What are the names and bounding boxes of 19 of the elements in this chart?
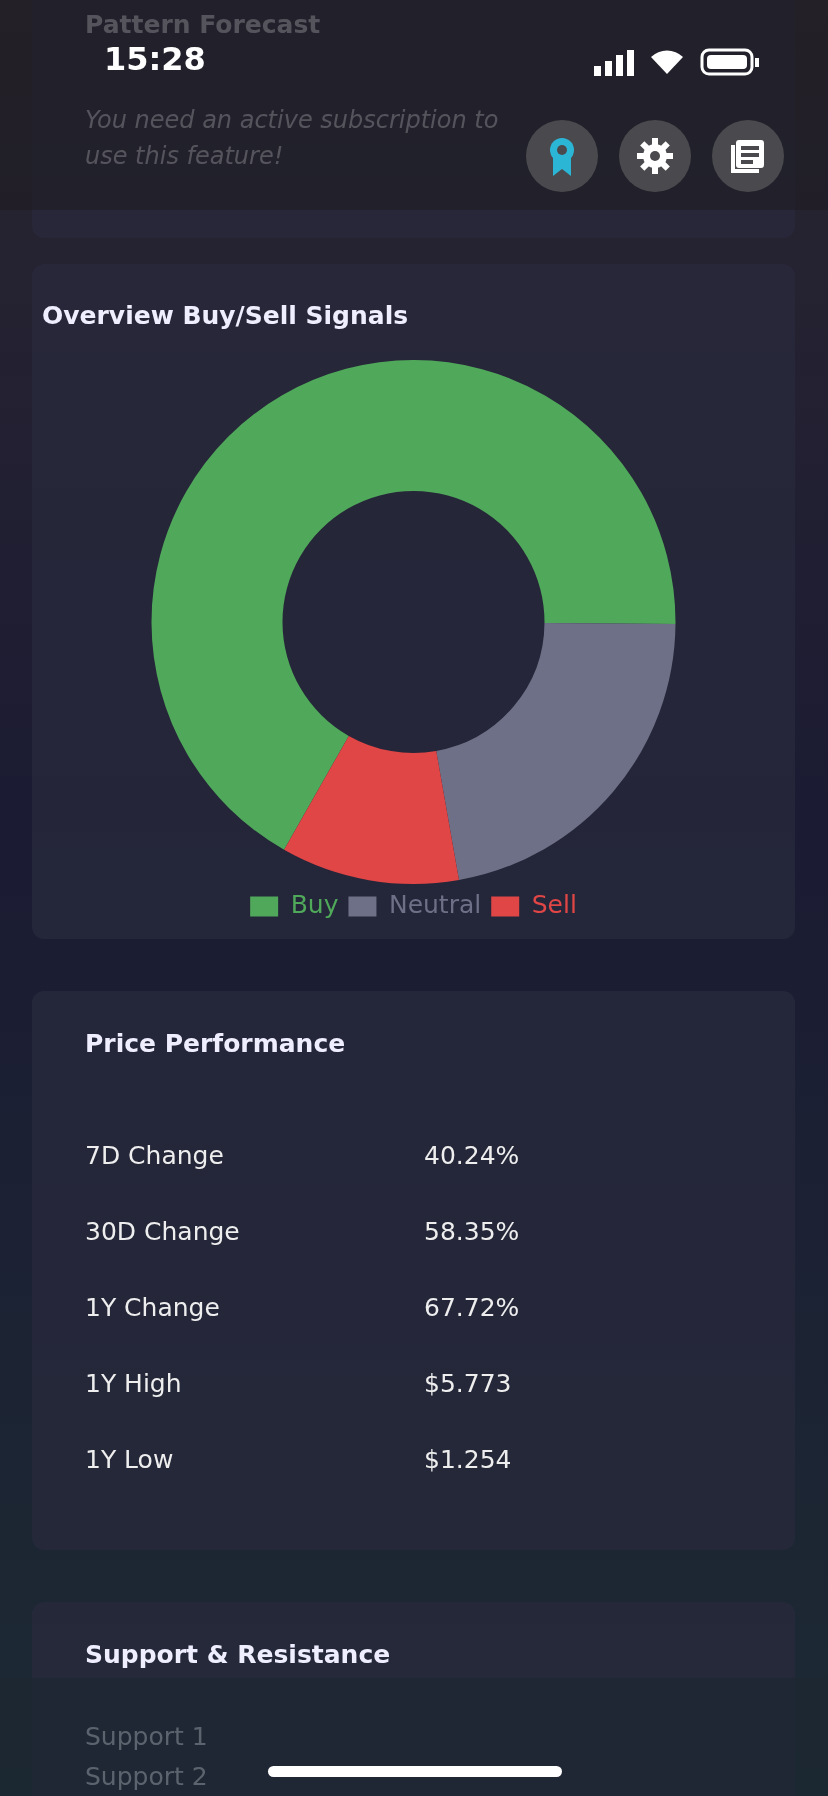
- text: Support 1: [85, 1722, 208, 1751]
- category-label: 30D Change: [85, 1217, 240, 1246]
- text: $1.254: [424, 1445, 512, 1474]
- legend-label: Sell: [531, 890, 577, 919]
- text: Support & Resistance: [85, 1640, 391, 1669]
- category-label: 1Y Change: [85, 1293, 220, 1322]
- text: Price Performance: [85, 1029, 346, 1058]
- legend-label: Buy: [290, 890, 339, 919]
- text: Support 2: [85, 1762, 208, 1791]
- text: 58.35%: [424, 1217, 520, 1246]
- chart-title: Overview Buy/Sell Signals: [42, 300, 409, 330]
- text: $5.773: [424, 1369, 512, 1398]
- text: 40.24%: [424, 1141, 520, 1170]
- text: 15:28: [104, 40, 206, 78]
- category-label: 7D Change: [85, 1141, 224, 1170]
- legend-label: Neutral: [388, 890, 482, 919]
- category-label: 1Y Low: [85, 1445, 174, 1474]
- text: 67.72%: [424, 1293, 520, 1322]
- category-label: 1Y High: [85, 1369, 182, 1398]
